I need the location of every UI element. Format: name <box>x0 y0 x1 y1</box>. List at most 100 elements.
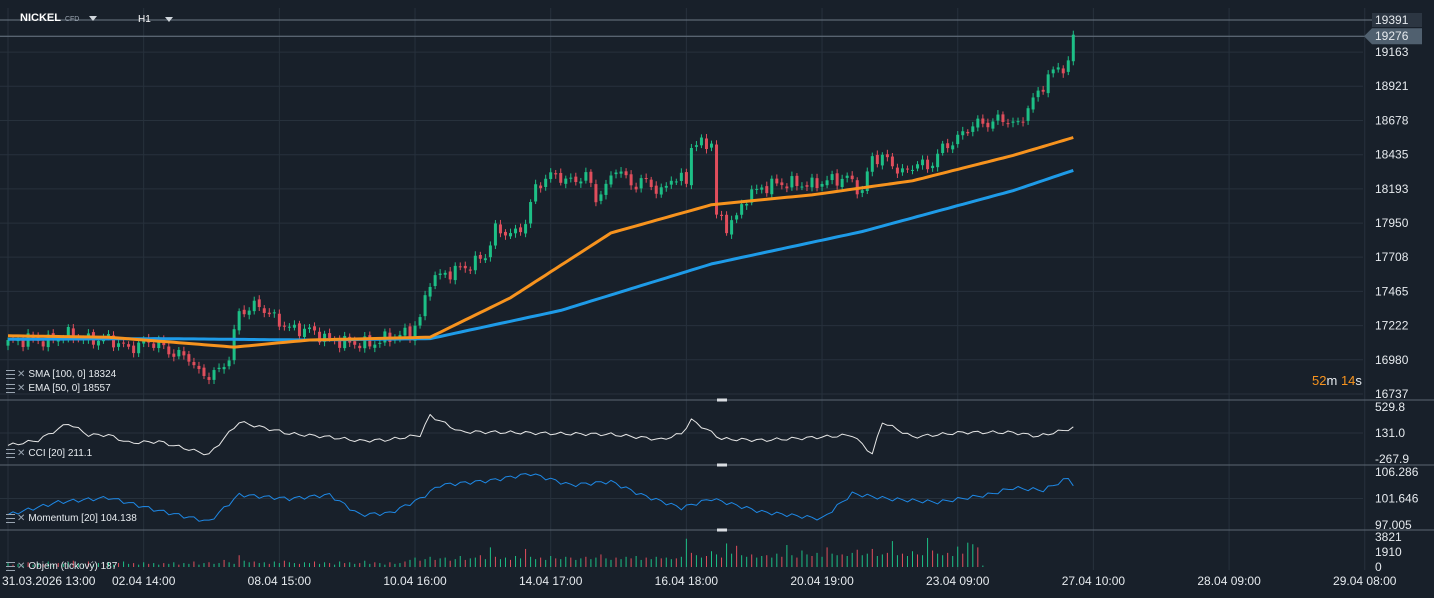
price-tick-label: 17950 <box>1375 216 1409 230</box>
candle <box>730 215 734 239</box>
legend-volume[interactable]: ✕ Objem (tickový) 187 <box>6 561 117 572</box>
candle <box>639 174 643 193</box>
candle <box>780 178 784 190</box>
candle <box>438 269 442 280</box>
candle <box>453 262 457 285</box>
candle <box>514 224 518 238</box>
legend-momentum[interactable]: ✕ Momentum [20] 104.138 <box>6 513 137 524</box>
legend-ema[interactable]: ✕ EMA [50, 0] 18557 <box>6 383 111 394</box>
legend-sma[interactable]: ✕ SMA [100, 0] 18324 <box>6 369 116 380</box>
candle <box>413 321 417 346</box>
ema-line <box>7 136 1074 349</box>
high-price-tag <box>1372 13 1422 27</box>
candle <box>524 219 528 238</box>
candle <box>1051 66 1055 78</box>
timer-minutes: 52 <box>1312 373 1327 388</box>
candle <box>770 175 774 199</box>
candle <box>946 138 950 153</box>
symbol-suffix: CFD <box>64 16 80 23</box>
timeframe-selector[interactable]: H1 <box>138 14 173 25</box>
candle <box>629 170 633 190</box>
candle <box>865 167 869 195</box>
candle <box>825 175 829 189</box>
candle <box>669 176 673 189</box>
pane-resize-handle[interactable] <box>717 398 727 402</box>
candle <box>936 149 940 172</box>
candle <box>282 321 286 331</box>
candle <box>182 346 186 360</box>
momentum-tick-label: 106.286 <box>1375 465 1419 479</box>
candle <box>986 118 990 132</box>
candle <box>554 169 558 179</box>
candle <box>584 167 588 184</box>
candle <box>684 168 688 188</box>
candle <box>895 163 899 179</box>
settings-icon[interactable] <box>6 449 15 458</box>
candle <box>297 320 301 341</box>
candle <box>715 140 719 219</box>
close-icon[interactable]: ✕ <box>17 513 26 524</box>
candle <box>624 168 628 179</box>
close-icon[interactable]: ✕ <box>17 448 26 459</box>
candle <box>1016 117 1020 126</box>
candle <box>880 152 884 170</box>
candle <box>905 165 909 173</box>
candle <box>820 181 824 192</box>
candle <box>850 171 854 183</box>
candle <box>468 266 472 275</box>
time-tick-label: 10.04 16:00 <box>383 574 447 588</box>
settings-icon[interactable] <box>6 384 15 393</box>
volume-bars <box>7 537 984 567</box>
cci-line <box>7 414 1074 456</box>
candle <box>1066 56 1070 76</box>
timeframe-label: H1 <box>138 14 151 25</box>
candle <box>443 270 447 278</box>
candle <box>916 161 920 172</box>
candle <box>302 324 306 341</box>
candle <box>614 169 618 179</box>
candle <box>654 181 658 199</box>
legend-volume-label: Objem (tickový) 187 <box>28 561 118 572</box>
chevron-down-icon <box>164 17 173 22</box>
price-tick-label: 17708 <box>1375 250 1409 264</box>
candle <box>589 169 593 188</box>
settings-icon[interactable] <box>6 370 15 379</box>
close-icon[interactable]: ✕ <box>17 369 26 380</box>
candle <box>117 340 121 351</box>
settings-icon[interactable] <box>6 562 15 571</box>
candle <box>735 212 739 224</box>
current-price-tag <box>1364 28 1422 45</box>
candle <box>272 309 276 318</box>
candle <box>885 149 889 162</box>
settings-icon[interactable] <box>6 514 15 523</box>
candle <box>679 168 683 186</box>
pane-resize-handle[interactable] <box>717 528 727 532</box>
pane-resize-handle[interactable] <box>717 463 727 467</box>
candle-timer: 52m 14s <box>1312 373 1362 388</box>
candle <box>720 210 724 221</box>
candle <box>227 356 231 370</box>
candle <box>1006 118 1010 128</box>
volume-tick-label: 0 <box>1375 560 1382 574</box>
candle <box>257 295 261 312</box>
candle <box>976 115 980 132</box>
volume-tick-label: 1910 <box>1375 545 1402 559</box>
candle <box>971 121 975 137</box>
candle <box>664 182 668 192</box>
candle <box>152 340 156 351</box>
price-tick-label: 17465 <box>1375 284 1409 298</box>
candle <box>1046 70 1050 98</box>
candle <box>1001 111 1005 126</box>
close-icon[interactable]: ✕ <box>17 383 26 394</box>
close-icon[interactable]: ✕ <box>17 561 26 572</box>
candle <box>222 363 226 374</box>
candle <box>921 155 925 170</box>
symbol-selector[interactable]: NICKEL CFD <box>20 12 98 24</box>
time-tick-label: 23.04 09:00 <box>926 574 990 588</box>
legend-cci[interactable]: ✕ CCI [20] 211.1 <box>6 448 92 459</box>
candle <box>167 342 171 358</box>
candle <box>247 307 251 320</box>
candle <box>488 241 492 262</box>
candle <box>292 320 296 331</box>
